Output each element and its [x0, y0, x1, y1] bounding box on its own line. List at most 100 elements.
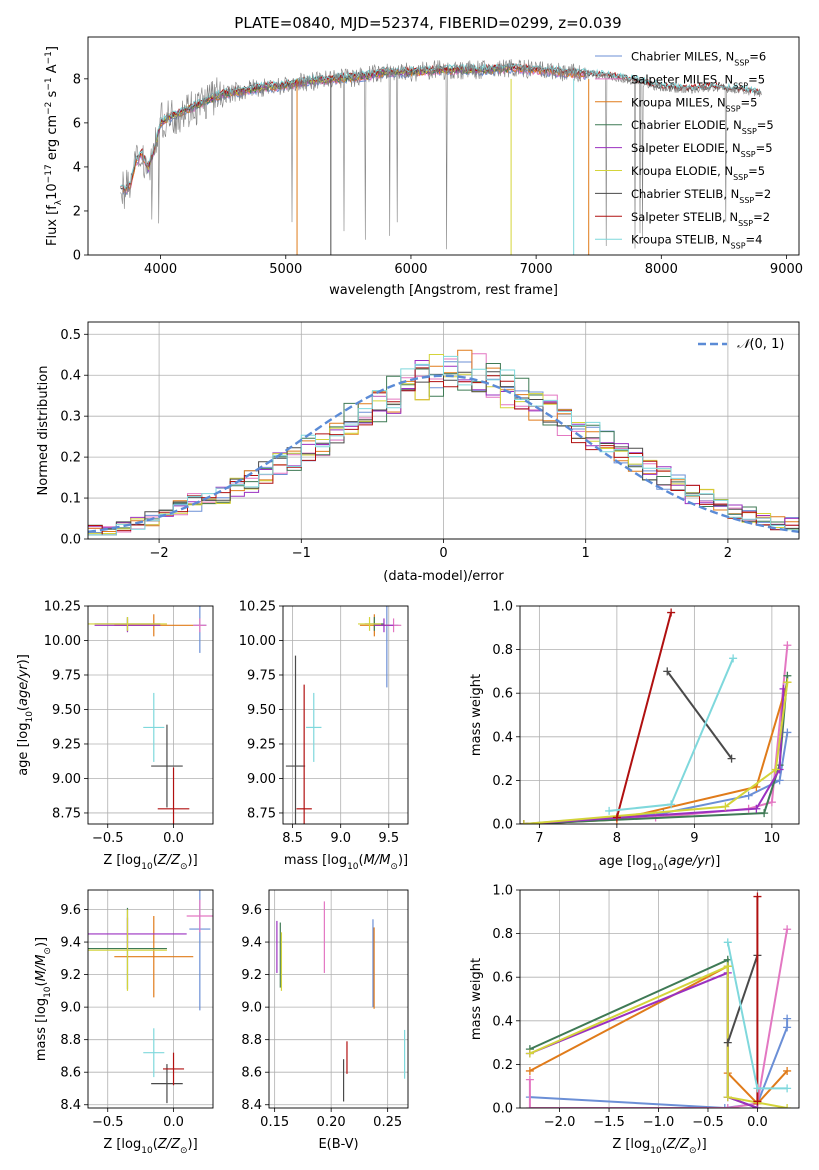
- plus-marker: [720, 1104, 729, 1108]
- x-tick-label: −0.5: [92, 831, 124, 846]
- x-tick-label: 7: [535, 831, 543, 846]
- plus-marker: [723, 962, 732, 971]
- y-tick-label: 9.50: [247, 703, 276, 718]
- y-tick-label: 1.0: [492, 884, 513, 899]
- y-tick-label: 8.75: [52, 806, 81, 821]
- y-tick-label: 10.25: [44, 600, 81, 615]
- y-tick-label: 8.4: [241, 1098, 262, 1113]
- axes-frame: [87, 605, 214, 825]
- x-tick-label: 9.0: [330, 831, 351, 846]
- x-axis-label: Z [log10(Z/Z⊙)]: [103, 853, 197, 872]
- y-tick-label: 9.25: [247, 737, 276, 752]
- y-tick-label: 0: [73, 249, 81, 264]
- plus-marker: [783, 1014, 792, 1023]
- y-tick-label: 8.4: [60, 1098, 81, 1113]
- y-tick-label: 9.75: [52, 668, 81, 683]
- y-tick-label: 0.4: [492, 730, 513, 745]
- plus-marker: [783, 678, 792, 687]
- x-axis-label: E(B-V): [318, 1137, 358, 1152]
- axes-frame: [519, 889, 800, 1109]
- y-tick-label: 0.6: [492, 687, 513, 702]
- x-tick-label: 9.5: [378, 831, 399, 846]
- legend-entry: Chabrier ELODIE, NSSP=5: [631, 118, 774, 136]
- x-tick-label: 7000: [520, 262, 553, 277]
- y-tick-label: 0.2: [492, 1058, 513, 1073]
- y-tick-label: 10.00: [44, 634, 81, 649]
- plus-marker: [729, 654, 738, 663]
- x-tick-label: 0: [439, 546, 447, 561]
- x-tick-label: 2: [724, 546, 732, 561]
- plus-marker: [744, 791, 753, 800]
- spectrum-lines: [120, 59, 762, 255]
- y-tick-label: 9.4: [241, 936, 262, 951]
- massweight-line: [529, 971, 758, 1108]
- plus-marker: [525, 1104, 534, 1108]
- massweight-line: [726, 955, 759, 1043]
- y-tick-label: 0.0: [492, 818, 513, 833]
- y-tick-label: 0.5: [60, 328, 81, 343]
- plus-marker: [667, 800, 676, 809]
- legend-entry: Salpeter MILES, NSSP=5: [631, 72, 765, 90]
- plus-marker: [723, 938, 732, 947]
- x-axis-label: Z [log10(Z/Z⊙)]: [612, 1137, 706, 1156]
- errorbar-group: [285, 606, 402, 824]
- y-axis-label: mass weight: [469, 958, 484, 1040]
- y-tick-label: 8.8: [60, 1033, 81, 1048]
- plus-marker: [525, 1075, 534, 1084]
- legend-entry: Kroupa MILES, NSSP=5: [631, 95, 757, 113]
- x-tick-label: 0.0: [163, 1115, 184, 1130]
- x-tick-label: 0.25: [373, 1115, 402, 1130]
- x-tick-label: 5000: [269, 262, 302, 277]
- y-axis-label: mass weight: [469, 674, 484, 756]
- plus-marker: [783, 1023, 792, 1032]
- x-tick-label: 8000: [645, 262, 678, 277]
- y-tick-label: 8.6: [60, 1066, 81, 1081]
- x-axis-label: (data-model)/error: [383, 569, 504, 584]
- x-tick-label: −2: [150, 546, 169, 561]
- y-tick-label: 9.00: [52, 772, 81, 787]
- y-tick-label: 9.25: [52, 737, 81, 752]
- x-tick-label: 9: [690, 831, 698, 846]
- x-tick-label: 0.15: [260, 1115, 289, 1130]
- y-tick-label: 0.6: [492, 971, 513, 986]
- y-tick-label: 0.0: [492, 1102, 513, 1117]
- plus-marker: [752, 804, 761, 813]
- plus-marker: [727, 754, 736, 763]
- y-tick-label: 8.75: [247, 806, 276, 821]
- massweight-line: [615, 612, 673, 818]
- x-tick-label: 4000: [144, 262, 177, 277]
- plus-marker: [723, 1093, 732, 1102]
- y-tick-label: 9.2: [241, 968, 262, 983]
- plus-marker: [723, 1038, 732, 1047]
- x-tick-label: 1: [582, 546, 590, 561]
- y-tick-label: 6: [73, 116, 81, 131]
- plus-marker: [783, 1084, 792, 1093]
- plus-marker: [783, 1104, 792, 1108]
- y-tick-label: 9.00: [247, 772, 276, 787]
- legend-entry: Salpeter ELODIE, NSSP=5: [631, 141, 773, 159]
- plus-marker: [753, 1084, 762, 1093]
- y-tick-label: 2: [73, 204, 81, 219]
- histogram-lines: [88, 349, 799, 536]
- y-tick-label: 9.75: [247, 668, 276, 683]
- plus-marker: [771, 765, 780, 774]
- y-tick-label: 10.00: [239, 634, 276, 649]
- x-tick-label: 6000: [394, 262, 427, 277]
- x-axis-label: Z [log10(Z/Z⊙)]: [103, 1137, 197, 1156]
- y-tick-label: 0.3: [60, 410, 81, 425]
- y-tick-label: 0.1: [60, 492, 81, 507]
- y-tick-label: 9.6: [241, 903, 262, 918]
- plus-marker: [767, 798, 776, 807]
- y-axis-label: Normed distribution: [36, 366, 51, 496]
- plus-marker: [753, 1097, 762, 1106]
- x-tick-label: 0.0: [747, 1115, 768, 1130]
- massweight-line: [523, 688, 785, 824]
- x-axis-label: mass [log10(M/M⊙)]: [284, 853, 408, 872]
- normal-curve-line: [88, 374, 799, 533]
- y-tick-label: 9.0: [241, 1001, 262, 1016]
- axes-frame: [87, 889, 214, 1109]
- y-tick-label: 9.0: [60, 1001, 81, 1016]
- massweight-line: [666, 670, 733, 760]
- y-tick-label: 8: [73, 72, 81, 87]
